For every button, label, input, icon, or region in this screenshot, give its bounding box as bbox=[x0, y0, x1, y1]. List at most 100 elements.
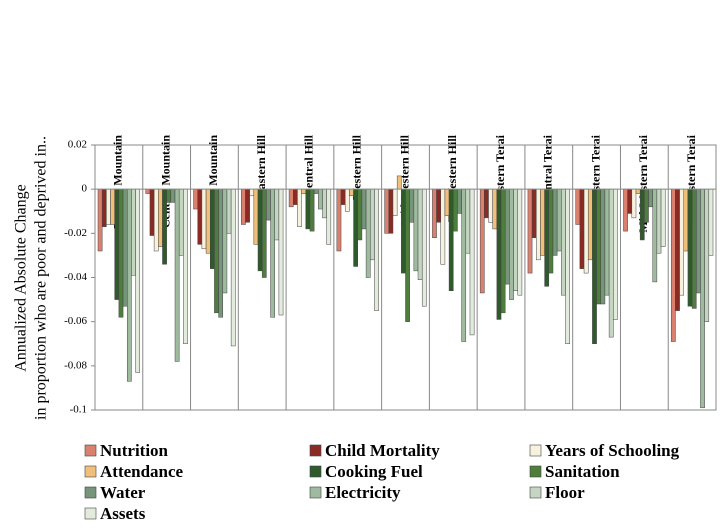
bar bbox=[166, 188, 172, 203]
bar bbox=[101, 188, 107, 227]
bar bbox=[322, 188, 327, 219]
bar bbox=[417, 188, 423, 280]
bar bbox=[305, 188, 311, 230]
bar bbox=[388, 188, 394, 234]
bar bbox=[623, 188, 628, 232]
bar bbox=[253, 188, 259, 245]
y-tick-label: 0 bbox=[82, 183, 88, 195]
bar bbox=[162, 188, 167, 265]
bar bbox=[556, 188, 562, 252]
legend-swatch bbox=[309, 465, 322, 478]
bar bbox=[583, 188, 589, 274]
bar bbox=[114, 188, 120, 300]
bar bbox=[374, 188, 379, 311]
bar bbox=[509, 188, 514, 300]
bar bbox=[432, 188, 437, 239]
bar bbox=[349, 188, 354, 197]
bar bbox=[552, 188, 558, 256]
legend-label: Electricity bbox=[325, 483, 401, 502]
legend-label: Cooking Fuel bbox=[325, 462, 423, 481]
bar bbox=[261, 188, 267, 278]
bar bbox=[309, 188, 315, 232]
bar bbox=[500, 188, 506, 314]
bar bbox=[440, 188, 446, 265]
bar bbox=[230, 188, 236, 347]
bar bbox=[413, 188, 419, 272]
bar bbox=[365, 188, 371, 278]
bar bbox=[266, 188, 271, 221]
bar bbox=[691, 188, 697, 309]
bar bbox=[201, 188, 207, 250]
bar bbox=[249, 188, 255, 197]
legend-label: Nutrition bbox=[100, 441, 169, 460]
y-tick-label: -0.08 bbox=[64, 359, 87, 371]
legend-label: Sanitation bbox=[545, 462, 620, 481]
bar bbox=[318, 188, 323, 210]
y-tick-label: -0.02 bbox=[64, 227, 87, 239]
bar bbox=[656, 188, 662, 254]
bar bbox=[488, 188, 493, 223]
bar bbox=[409, 188, 415, 223]
bar bbox=[218, 188, 224, 318]
bar bbox=[278, 188, 284, 316]
bar bbox=[704, 188, 710, 322]
bar bbox=[226, 188, 232, 234]
bar bbox=[492, 188, 498, 230]
bar bbox=[648, 188, 653, 208]
bar bbox=[110, 188, 115, 225]
legend-swatch bbox=[529, 465, 542, 478]
legend-label: Floor bbox=[545, 483, 585, 502]
bar bbox=[613, 188, 618, 320]
bar bbox=[297, 188, 302, 227]
bar bbox=[527, 188, 533, 274]
bar bbox=[178, 188, 184, 256]
bar bbox=[496, 188, 502, 320]
bar bbox=[587, 188, 593, 261]
bar bbox=[531, 188, 537, 239]
bar bbox=[592, 188, 597, 344]
bar bbox=[270, 188, 275, 318]
bar bbox=[118, 188, 124, 318]
bar bbox=[274, 188, 280, 241]
bar bbox=[596, 188, 602, 305]
y-axis-label: in proportion who are poor and deprived … bbox=[33, 136, 50, 420]
bar bbox=[158, 188, 163, 247]
bar bbox=[675, 188, 680, 311]
bar bbox=[687, 188, 693, 307]
bar bbox=[444, 188, 450, 216]
category-label: Central Hill bbox=[302, 134, 316, 196]
bar bbox=[644, 188, 649, 223]
legend-swatch bbox=[84, 507, 97, 520]
bar bbox=[293, 188, 298, 205]
bar bbox=[122, 188, 128, 307]
bar bbox=[145, 188, 151, 194]
bar bbox=[183, 188, 188, 344]
bar bbox=[465, 188, 471, 254]
bar bbox=[126, 188, 132, 382]
bar bbox=[504, 188, 510, 285]
bar bbox=[421, 188, 427, 307]
y-axis-label: Annualized Absolute Change bbox=[13, 184, 30, 372]
bar bbox=[245, 188, 250, 223]
bar bbox=[344, 188, 350, 212]
legend-swatch bbox=[309, 444, 322, 457]
bar bbox=[214, 188, 219, 314]
bar bbox=[469, 188, 475, 336]
bar bbox=[135, 188, 141, 373]
bar bbox=[513, 188, 518, 292]
legend-label: Child Mortality bbox=[325, 441, 440, 460]
bar bbox=[131, 188, 136, 276]
bar bbox=[340, 188, 346, 205]
bar bbox=[604, 188, 610, 296]
legend-swatch bbox=[84, 465, 97, 478]
y-tick-label: 0.02 bbox=[68, 139, 87, 151]
bar bbox=[313, 188, 319, 194]
bar bbox=[106, 188, 111, 225]
bar bbox=[384, 188, 390, 234]
bar bbox=[209, 188, 215, 269]
bar bbox=[484, 188, 489, 219]
category-label: Eastern Hill bbox=[254, 134, 268, 197]
legend-label: Attendance bbox=[100, 462, 184, 481]
legend-swatch bbox=[309, 486, 322, 499]
